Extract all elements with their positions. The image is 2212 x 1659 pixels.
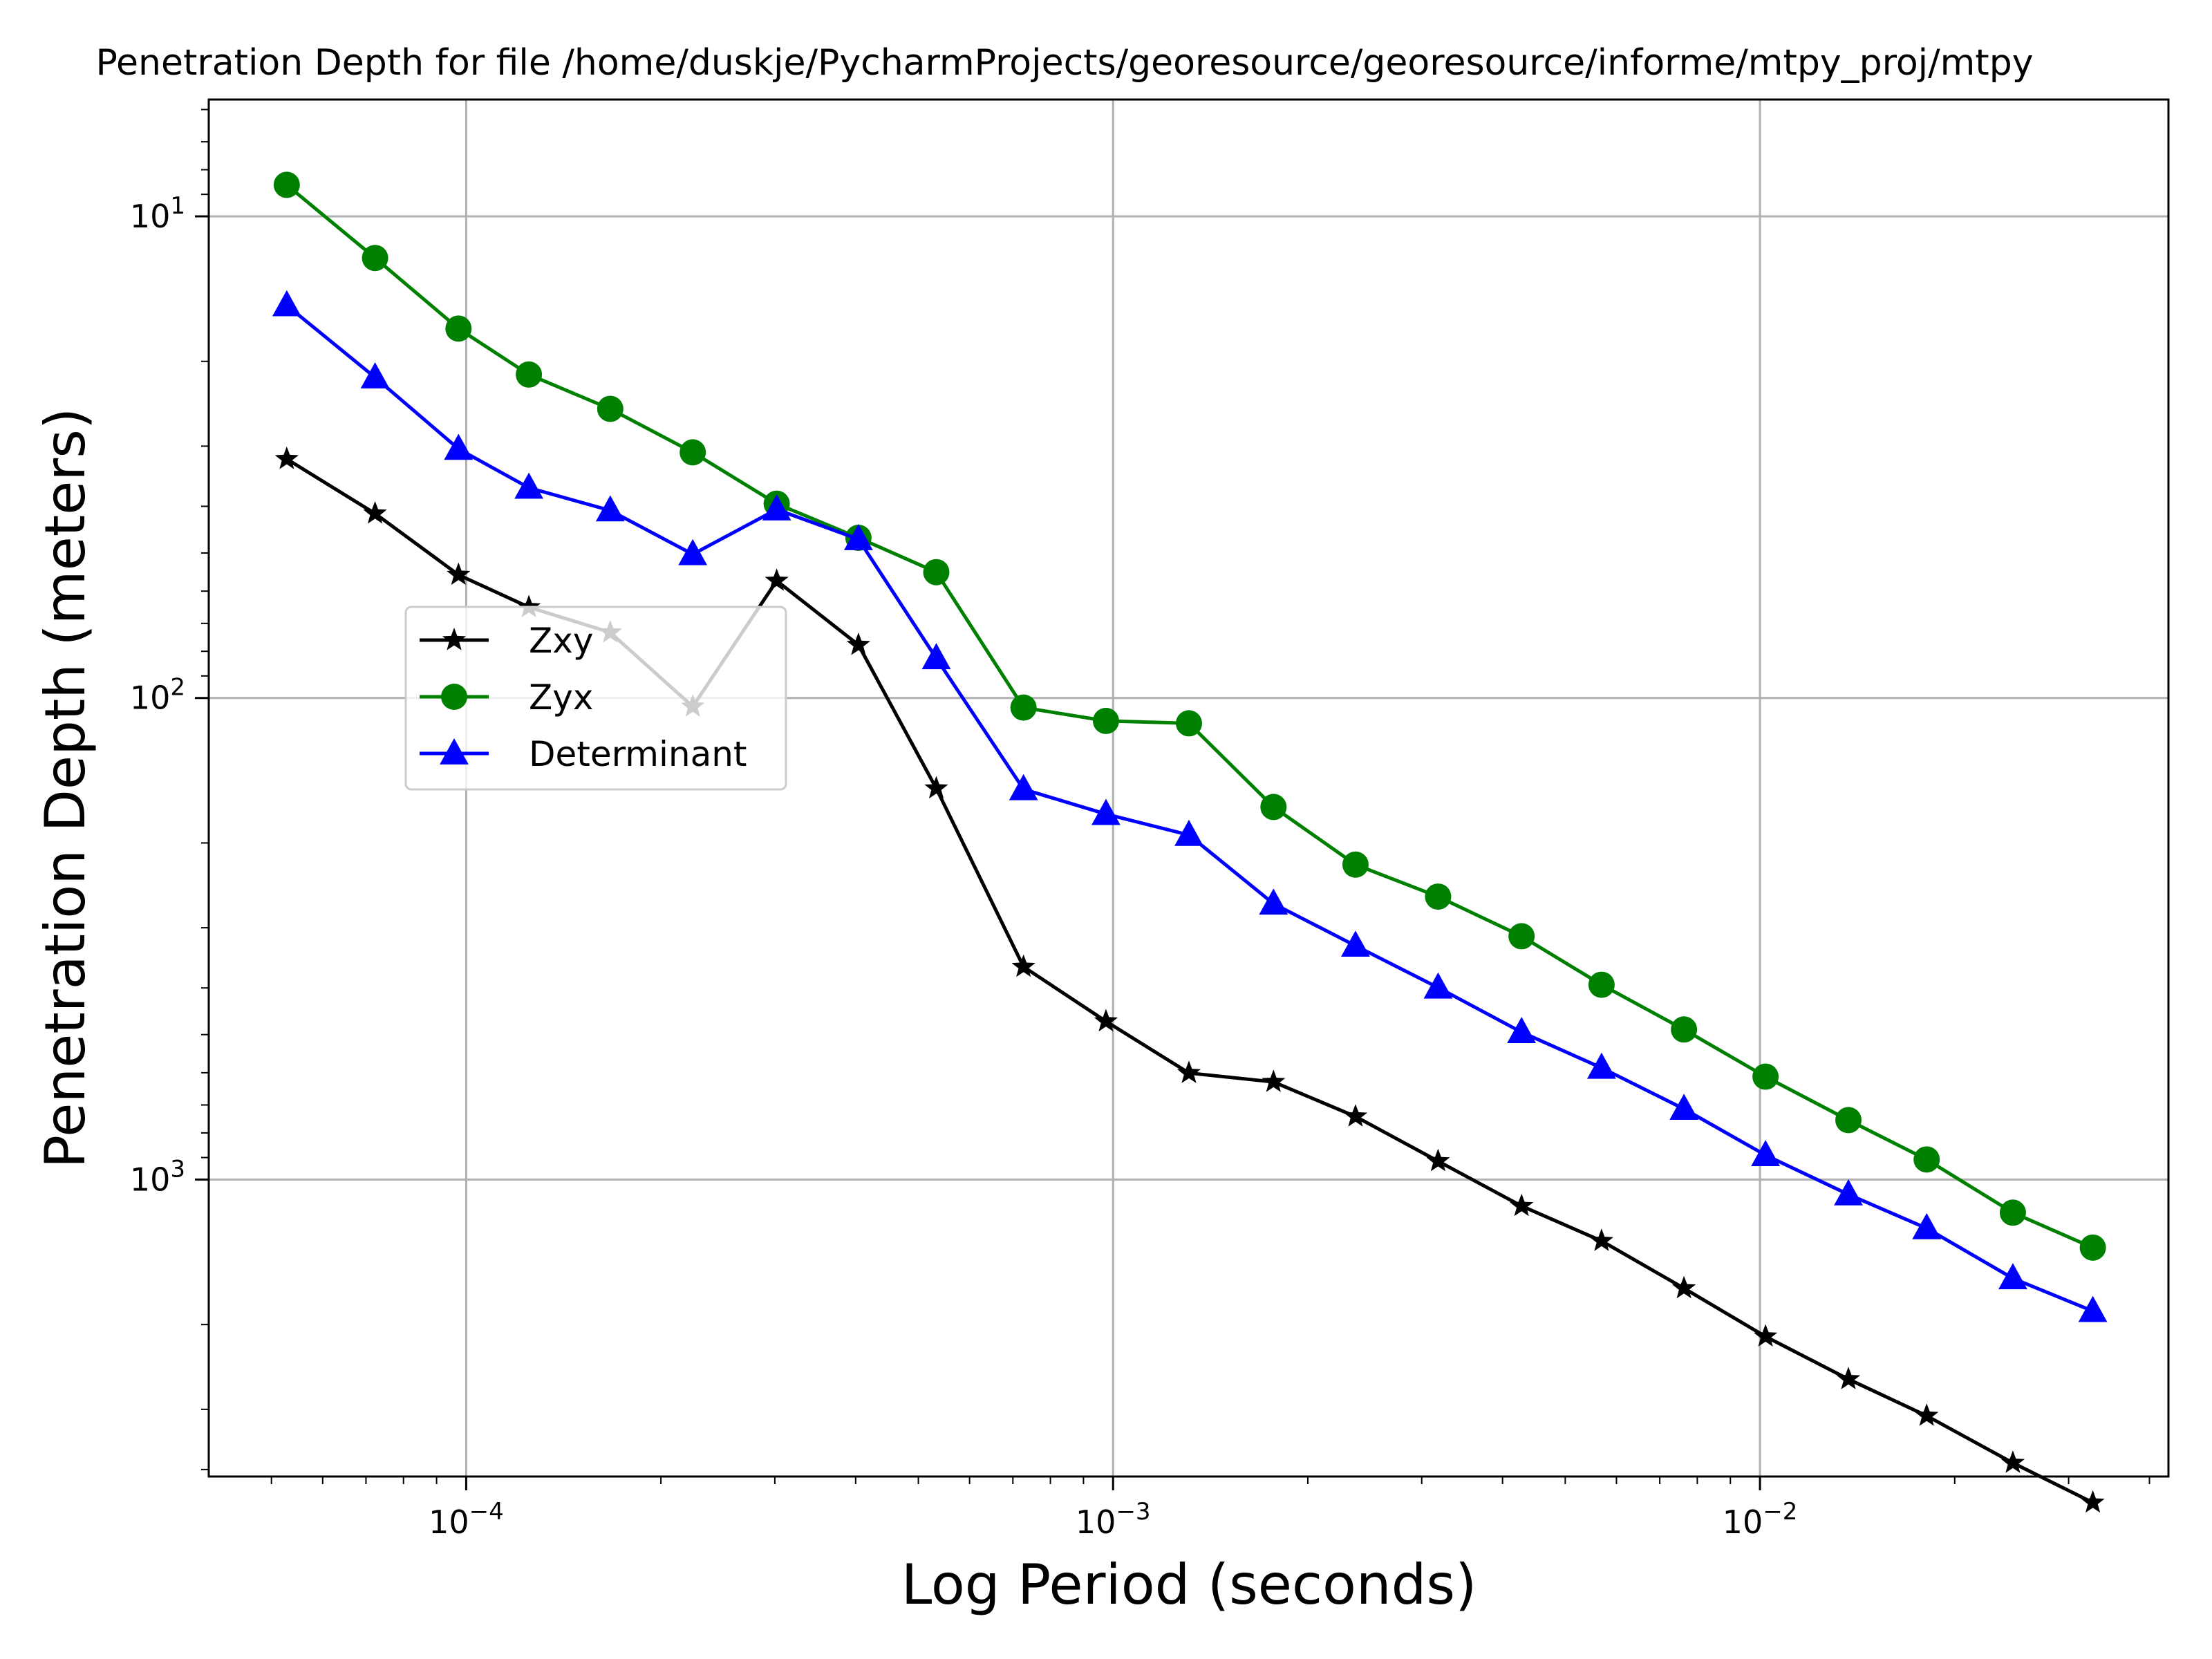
legend-marker-zxy	[442, 628, 467, 650]
data-point-zxy	[1262, 1069, 1286, 1092]
data-point-zxy	[1589, 1228, 1613, 1251]
data-point-zyx	[597, 395, 624, 422]
x-tick-label: 10−2	[1723, 1498, 1798, 1541]
data-point-zxy	[846, 632, 870, 655]
data-point-zxy	[274, 447, 299, 469]
data-point-zxy	[765, 568, 789, 591]
data-point-determinant	[921, 643, 951, 670]
plot-frame	[207, 98, 2170, 1478]
y-tick-label: 101	[130, 192, 185, 235]
data-point-zyx	[362, 245, 388, 272]
data-point-determinant	[1091, 798, 1121, 825]
legend-label-zyx: Zyx	[529, 677, 593, 718]
data-point-zyx	[1260, 794, 1287, 821]
data-point-zyx	[1342, 851, 1369, 878]
data-point-determinant	[1586, 1052, 1616, 1079]
data-point-determinant	[595, 495, 625, 522]
series-line-determinant	[285, 303, 2094, 1313]
data-point-zxy	[1754, 1324, 1778, 1347]
data-point-zxy	[1915, 1403, 1939, 1426]
data-point-determinant	[1998, 1263, 2027, 1290]
data-point-determinant	[1423, 972, 1453, 999]
data-point-zxy	[1426, 1148, 1450, 1172]
y-axis-label: Penetration Depth (meters)	[33, 408, 97, 1168]
data-point-zxy	[1836, 1367, 1861, 1389]
data-point-determinant	[1912, 1212, 1942, 1239]
data-point-determinant	[360, 362, 390, 388]
data-point-zyx	[679, 439, 706, 466]
data-point-determinant	[678, 538, 708, 565]
data-point-zxy	[1011, 954, 1035, 977]
data-point-zyx	[445, 315, 472, 342]
data-point-zxy	[1343, 1104, 1368, 1127]
data-point-zyx	[1588, 971, 1615, 998]
data-point-zyx	[516, 361, 543, 388]
data-point-zyx	[1508, 923, 1535, 950]
data-point-determinant	[762, 494, 791, 521]
legend-label-determinant: Determinant	[529, 734, 747, 774]
data-point-zyx	[1999, 1199, 2026, 1226]
data-point-determinant	[1507, 1017, 1537, 1044]
data-point-zyx	[1010, 694, 1037, 721]
x-tick-label: 10−3	[1076, 1498, 1151, 1541]
data-point-zxy	[1094, 1009, 1118, 1032]
data-point-determinant	[1259, 888, 1288, 915]
y-tick-label: 103	[130, 1155, 185, 1198]
axis-ticks: 10−4 10−3 10−2 101 102 103	[130, 109, 2150, 1541]
series-layer	[272, 171, 2108, 1513]
data-point-determinant	[1009, 774, 1038, 800]
data-point-zxy	[447, 562, 471, 585]
legend: Zxy Zyx Determinant	[404, 606, 787, 791]
data-point-zyx	[1175, 710, 1202, 737]
data-point-zyx	[1671, 1016, 1698, 1043]
data-point-determinant	[1751, 1140, 1781, 1166]
data-point-zyx	[1752, 1063, 1779, 1090]
series-zyx	[273, 171, 2106, 1261]
data-point-zxy	[2081, 1490, 2105, 1513]
data-point-zyx	[2079, 1234, 2106, 1261]
data-point-determinant	[843, 523, 873, 550]
data-point-determinant	[1834, 1179, 1863, 1206]
data-point-zyx	[1913, 1146, 1940, 1173]
data-point-determinant	[1341, 930, 1370, 957]
data-point-determinant	[514, 472, 543, 499]
chart-title: Penetration Depth for file /home/duskje/…	[96, 42, 2034, 84]
legend-marker-determinant	[440, 738, 469, 765]
data-point-determinant	[1669, 1094, 1699, 1121]
x-tick-label: 10−4	[429, 1498, 504, 1541]
data-point-zyx	[1425, 883, 1452, 910]
y-tick-label: 102	[130, 674, 185, 717]
data-point-determinant	[444, 433, 474, 460]
data-point-zxy	[1177, 1060, 1201, 1083]
data-point-zxy	[924, 776, 948, 799]
series-determinant	[272, 290, 2108, 1322]
data-point-zxy	[363, 500, 387, 524]
x-axis-label: Log Period (seconds)	[901, 1553, 1477, 1617]
data-point-zyx	[1835, 1107, 1862, 1134]
data-point-zxy	[2000, 1450, 2025, 1473]
data-point-zyx	[1092, 707, 1119, 734]
legend-marker-zyx	[441, 684, 467, 710]
data-point-zxy	[1510, 1193, 1534, 1217]
data-point-determinant	[272, 290, 301, 317]
data-point-determinant	[2078, 1295, 2108, 1322]
data-point-zyx	[273, 171, 300, 198]
data-point-zyx	[923, 559, 950, 585]
legend-box	[404, 606, 787, 791]
legend-label-zxy: Zxy	[529, 621, 593, 661]
data-point-determinant	[1174, 819, 1203, 846]
data-point-zxy	[1672, 1275, 1696, 1299]
